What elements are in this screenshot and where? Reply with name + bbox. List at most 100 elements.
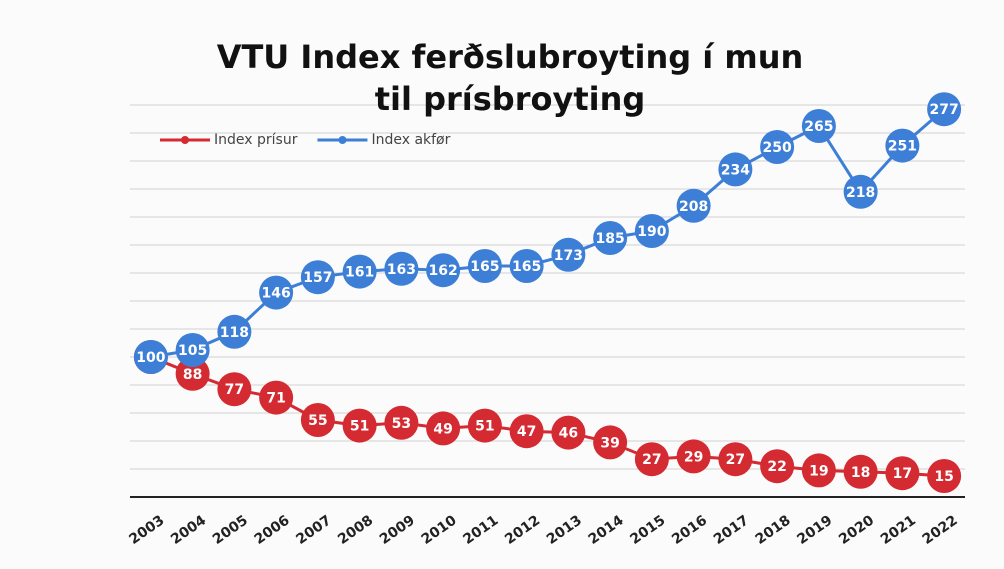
x-tick-label: 2013 xyxy=(544,512,585,547)
data-label: 51 xyxy=(475,419,494,435)
data-label: 18 xyxy=(851,465,870,481)
data-label: 71 xyxy=(266,391,285,407)
point xyxy=(384,251,419,286)
point xyxy=(634,214,669,248)
point xyxy=(217,314,252,349)
data-label: 19 xyxy=(809,463,828,479)
data-label: 55 xyxy=(308,413,327,429)
point xyxy=(509,414,544,449)
x-tick-label: 2020 xyxy=(836,512,877,548)
data-label: 208 xyxy=(679,199,708,215)
data-label: 234 xyxy=(721,162,750,178)
point xyxy=(342,254,377,289)
point xyxy=(300,403,335,437)
point xyxy=(801,109,836,143)
point xyxy=(509,249,544,283)
legend-marker xyxy=(181,136,189,144)
x-tick-label: 2022 xyxy=(920,512,961,547)
x-tick-label: 2004 xyxy=(168,512,209,548)
point xyxy=(342,408,377,443)
data-label: 22 xyxy=(767,459,786,475)
x-tick-label: 2015 xyxy=(627,512,668,547)
point xyxy=(718,442,753,477)
point xyxy=(760,130,795,164)
x-tick-label: 2014 xyxy=(586,512,627,548)
data-label: 162 xyxy=(429,263,458,279)
data-label: 185 xyxy=(596,231,625,247)
x-tick-label: 2011 xyxy=(460,512,501,547)
point xyxy=(634,442,669,477)
point xyxy=(300,260,335,295)
point xyxy=(676,439,711,474)
point xyxy=(927,459,962,493)
x-tick-label: 2005 xyxy=(210,512,251,547)
point xyxy=(426,411,461,446)
data-label: 277 xyxy=(930,102,959,118)
data-label: 173 xyxy=(554,248,583,264)
data-label: 47 xyxy=(517,424,536,440)
x-tick-label: 2010 xyxy=(419,512,460,548)
point xyxy=(885,128,920,163)
x-tick-label: 2017 xyxy=(711,512,752,547)
data-label: 250 xyxy=(763,140,792,156)
data-label: 163 xyxy=(387,262,416,278)
data-label: 51 xyxy=(350,419,369,435)
data-label: 49 xyxy=(433,421,452,437)
data-label: 15 xyxy=(934,469,953,485)
point xyxy=(426,253,461,288)
point xyxy=(551,237,586,272)
chart-title: VTU Index ferðslubroyting í mun til prís… xyxy=(216,38,804,118)
point xyxy=(467,408,502,443)
point xyxy=(133,340,168,374)
legend-label: Index akfør xyxy=(371,132,450,148)
point xyxy=(217,372,252,407)
x-tick-label: 2009 xyxy=(377,512,418,547)
point xyxy=(927,92,962,127)
x-tick-label: 2019 xyxy=(794,512,835,547)
data-label: 190 xyxy=(637,224,666,240)
point xyxy=(843,174,878,209)
data-label: 46 xyxy=(559,426,578,442)
point xyxy=(760,449,795,484)
point xyxy=(259,275,294,310)
data-label: 29 xyxy=(684,449,703,465)
data-label: 118 xyxy=(220,325,249,341)
data-label: 161 xyxy=(345,265,374,281)
data-label: 27 xyxy=(642,452,661,468)
data-label: 165 xyxy=(512,259,541,275)
data-label: 17 xyxy=(893,466,912,482)
point xyxy=(467,249,502,283)
x-tick-label: 2012 xyxy=(502,512,543,547)
x-tick-label: 2021 xyxy=(878,512,919,547)
point xyxy=(843,454,878,489)
data-label: 53 xyxy=(392,416,411,432)
legend-marker xyxy=(338,136,347,144)
point xyxy=(718,152,753,187)
point xyxy=(384,405,419,440)
point xyxy=(593,425,628,460)
data-label: 265 xyxy=(804,119,833,135)
data-label: 165 xyxy=(470,259,499,275)
data-label: 146 xyxy=(262,286,291,302)
point xyxy=(676,188,711,223)
data-label: 105 xyxy=(178,343,207,359)
data-label: 88 xyxy=(183,367,202,383)
x-tick-label: 2016 xyxy=(669,512,710,547)
point xyxy=(259,380,294,415)
point xyxy=(885,456,920,491)
data-label: 157 xyxy=(303,270,332,286)
point xyxy=(175,333,210,367)
point xyxy=(551,415,586,450)
data-label: 251 xyxy=(888,139,917,155)
x-tick-label: 2003 xyxy=(126,512,167,547)
x-tick-label: 2006 xyxy=(252,512,293,547)
data-label: 39 xyxy=(600,435,619,451)
legend-label: Index prísur xyxy=(214,132,298,148)
data-label: 100 xyxy=(136,350,165,366)
data-label: 218 xyxy=(846,185,875,201)
point xyxy=(593,221,628,255)
data-label: 27 xyxy=(726,452,745,468)
point xyxy=(175,356,210,391)
